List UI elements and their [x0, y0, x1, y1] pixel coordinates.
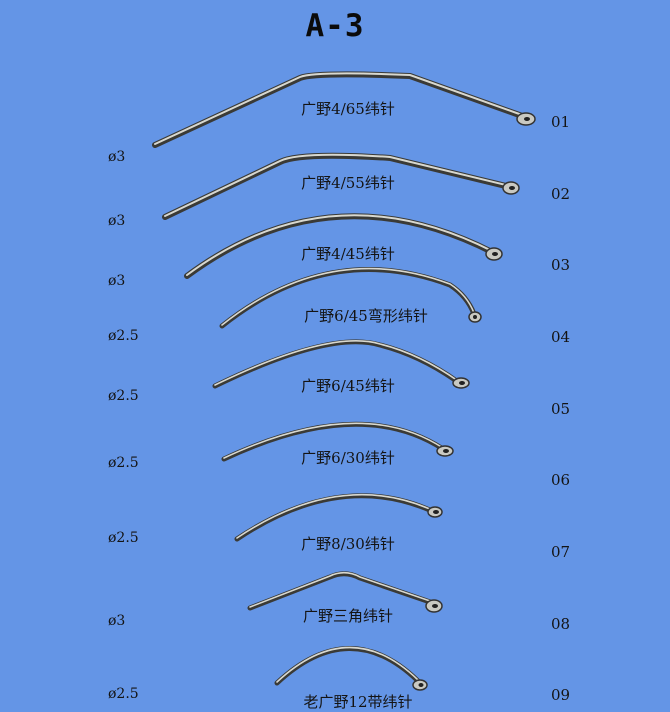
needle-number-07: 07 [551, 543, 571, 561]
needle-diameter-08: ø3 [108, 613, 126, 629]
needle-image-04 [219, 267, 482, 329]
needle-image-06 [221, 421, 454, 462]
needle-image-07 [234, 493, 443, 542]
needle-image-05 [212, 339, 470, 389]
needle-number-08: 08 [551, 615, 571, 633]
needle-name-07: 广野8/30纬针 [301, 535, 395, 553]
needle-image-01 [152, 71, 536, 148]
needle-name-05: 广野6/45纬针 [301, 377, 395, 395]
needle-name-01: 广野4/65纬针 [301, 100, 395, 118]
needle-diameter-03: ø3 [108, 273, 126, 289]
needle-name-04: 广野6/45弯形纬针 [304, 307, 428, 325]
needle-name-06: 广野6/30纬针 [301, 449, 395, 467]
needle-name-02: 广野4/55纬针 [301, 174, 395, 192]
page-title: A-3 [305, 8, 365, 44]
needle-diameter-01: ø3 [108, 149, 126, 165]
needle-number-01: 01 [551, 113, 571, 131]
needle-number-03: 03 [551, 256, 571, 274]
needle-number-04: 04 [551, 328, 571, 346]
needle-number-02: 02 [551, 185, 571, 203]
needle-image-08 [247, 571, 443, 613]
needle-name-09: 老广野12带纬针 [303, 693, 413, 711]
needle-diameter-05: ø2.5 [108, 388, 139, 404]
needle-image-03 [184, 213, 503, 279]
needle-number-09: 09 [551, 686, 571, 704]
needle-name-08: 广野三角纬针 [302, 607, 394, 625]
needle-image-02 [162, 152, 520, 220]
needle-diameter-06: ø2.5 [108, 455, 139, 471]
needle-diameter-02: ø3 [108, 213, 126, 229]
needle-name-03: 广野4/45纬针 [301, 245, 395, 263]
needle-diameter-09: ø2.5 [108, 686, 139, 702]
needle-diameter-04: ø2.5 [108, 328, 139, 344]
needle-number-06: 06 [551, 471, 571, 489]
needle-number-05: 05 [551, 400, 571, 418]
needle-image-09 [274, 646, 428, 691]
needle-diameter-07: ø2.5 [108, 530, 139, 546]
